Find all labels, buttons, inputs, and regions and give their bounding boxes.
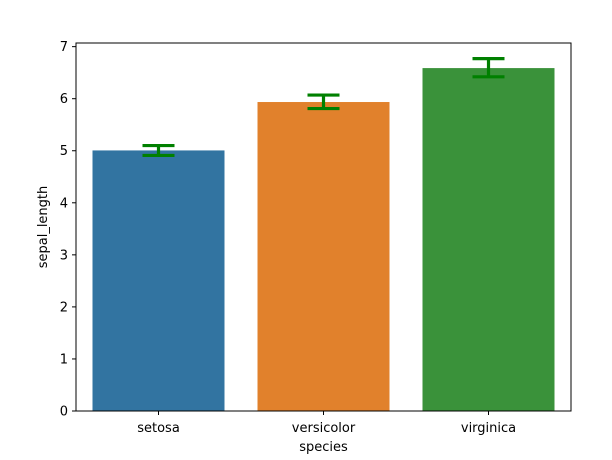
x-tick-label: virginica xyxy=(461,421,516,436)
y-tick-label: 4 xyxy=(60,196,68,211)
y-axis-ticks: 0 1 2 3 4 5 6 7 xyxy=(60,40,76,420)
y-tick-label: 2 xyxy=(60,300,68,315)
error-bar-versicolor xyxy=(307,93,340,111)
y-tick-label: 6 xyxy=(60,92,68,107)
bar-virginica xyxy=(422,68,555,411)
x-axis-ticks: setosa versicolor virginica xyxy=(137,411,516,436)
error-bar-virginica xyxy=(472,57,505,79)
bars-group xyxy=(92,68,555,411)
y-tick-label: 1 xyxy=(60,352,68,367)
y-tick-label: 3 xyxy=(60,248,68,263)
x-tick-label: setosa xyxy=(137,421,180,436)
y-tick-label: 0 xyxy=(60,405,68,420)
y-tick-label: 7 xyxy=(60,40,68,55)
y-axis-label: sepal_length xyxy=(36,186,51,269)
bar-versicolor xyxy=(257,102,390,411)
error-bar-setosa xyxy=(142,143,175,158)
bar-setosa xyxy=(92,150,225,411)
error-bars-group xyxy=(142,57,505,158)
x-axis-label: species xyxy=(299,440,348,455)
y-tick-label: 5 xyxy=(60,144,68,159)
x-tick-label: versicolor xyxy=(292,421,356,436)
